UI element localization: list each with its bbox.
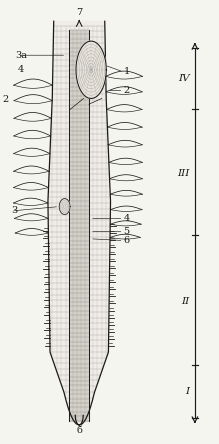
- Text: 4: 4: [124, 214, 130, 223]
- Polygon shape: [59, 198, 70, 214]
- Text: 7: 7: [76, 8, 82, 17]
- Text: 6: 6: [124, 236, 130, 245]
- Text: 2: 2: [124, 86, 130, 95]
- Text: 2: 2: [2, 95, 9, 104]
- Polygon shape: [48, 21, 111, 425]
- Text: I: I: [185, 387, 189, 396]
- Text: б: б: [76, 426, 82, 435]
- Text: II: II: [181, 297, 189, 306]
- Text: 5: 5: [124, 227, 130, 236]
- Text: 3: 3: [11, 206, 17, 215]
- Text: 4: 4: [18, 65, 24, 74]
- Text: 3a: 3a: [16, 51, 27, 60]
- Polygon shape: [76, 41, 106, 99]
- Text: IV: IV: [178, 74, 189, 83]
- Text: 1: 1: [124, 67, 130, 76]
- Text: III: III: [177, 169, 189, 178]
